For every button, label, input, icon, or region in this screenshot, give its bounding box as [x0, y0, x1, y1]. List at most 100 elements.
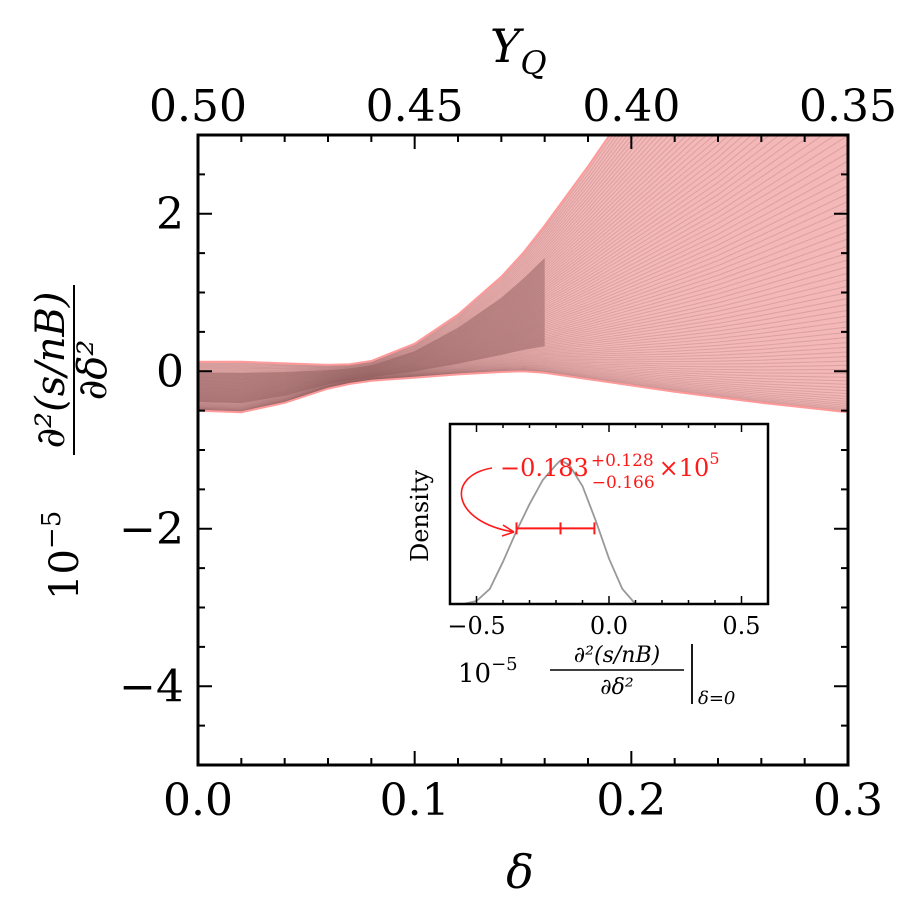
band-fill	[198, 135, 848, 413]
band-curve	[198, 365, 848, 411]
y-axis-numerator: ∂²(s/nB)	[28, 291, 74, 448]
band-curve	[198, 135, 625, 368]
inset-x-prefix: 10−5	[458, 654, 518, 689]
band-curve	[198, 297, 848, 404]
band-curve	[198, 135, 618, 367]
band-curve	[198, 223, 848, 399]
x-axis-title: δ	[506, 845, 534, 899]
band-curve	[198, 135, 745, 384]
inset-x-axis-title: 10−5 ∂²(s/nB) ∂δ² δ=0	[458, 643, 735, 709]
y-axis-prefix: 10−5	[37, 511, 88, 600]
y-axis-title: 10−5 ∂²(s/nB) ∂δ²	[28, 285, 116, 600]
top-axis-title: YQ	[490, 19, 547, 82]
annotation-arrowhead	[501, 524, 515, 537]
band-curve	[198, 143, 848, 392]
inset-x-denominator: ∂δ²	[600, 675, 633, 700]
band-curve	[198, 135, 665, 375]
band-curve	[198, 177, 848, 395]
band-curve	[198, 135, 762, 386]
top-tick-label: 0.45	[366, 81, 464, 132]
band-curve	[198, 216, 848, 398]
band-curve	[198, 135, 730, 383]
inset-annotation: −0.183 +0.128 −0.166×105	[500, 449, 720, 493]
band-curve	[198, 363, 848, 410]
inset-x-tick-label: 0.0	[590, 612, 628, 640]
band-curve	[198, 135, 676, 376]
band-curve	[198, 135, 737, 384]
top-tick-label: 0.35	[799, 81, 897, 132]
band-curve	[198, 321, 848, 406]
band-curve	[198, 135, 791, 388]
y-tick-label: −4	[119, 661, 184, 712]
band-curve	[198, 135, 682, 377]
top-tick-label: 0.50	[149, 81, 247, 132]
band-curve	[198, 336, 848, 407]
band-curve	[198, 259, 848, 401]
band-curve	[198, 360, 848, 409]
inset-axis-ticks	[449, 424, 769, 604]
x-tick-label: 0.2	[596, 775, 666, 826]
band-curve	[198, 193, 848, 396]
x-tick-label: 0.1	[380, 775, 450, 826]
band-curve	[198, 135, 637, 370]
band-curve	[198, 361, 848, 410]
band-curve	[198, 351, 848, 409]
band-curve	[198, 135, 645, 371]
main-axis-ticks	[197, 134, 849, 766]
band-curve	[198, 266, 848, 402]
band-curve	[198, 208, 848, 397]
band-curve	[198, 135, 753, 385]
band-curve	[198, 245, 848, 400]
band-curve	[198, 160, 848, 394]
band-curve	[198, 341, 848, 408]
band-curve	[198, 135, 781, 387]
inset-x-numerator: ∂²(s/nB)	[574, 643, 660, 668]
inset-x-tick-label: −0.5	[447, 612, 505, 640]
y-axis-denominator: ∂δ²	[70, 340, 116, 401]
band-curve	[198, 364, 848, 411]
band-curve	[198, 315, 848, 406]
band-curve	[198, 135, 688, 378]
histogram-curve	[463, 459, 637, 605]
band-curve	[198, 285, 848, 403]
y-tick-label: 0	[156, 346, 184, 397]
band-curve	[198, 135, 837, 391]
y-tick-label: 2	[156, 189, 184, 240]
band-curve	[198, 135, 633, 369]
band-curve	[198, 272, 848, 402]
band-core	[198, 258, 545, 404]
band-curve	[198, 135, 701, 380]
band-curve	[198, 135, 641, 370]
band-curve	[198, 346, 848, 408]
main-axis-tick-labels: 0.0 0.1 0.2 0.3 0.50 0.45 0.40 0.35 2 0 −2 −4	[119, 81, 897, 826]
band-curve	[198, 135, 723, 382]
band-curve	[198, 135, 650, 372]
band-curve	[198, 135, 708, 381]
band-curve	[198, 135, 670, 376]
band-curve	[198, 135, 621, 367]
band-curve	[198, 185, 848, 396]
inset-x-tick-label: 0.5	[722, 612, 760, 640]
band-lower-edge	[198, 370, 848, 414]
band-curve	[198, 291, 848, 404]
x-tick-label: 0.3	[813, 775, 883, 826]
band-curve	[198, 238, 848, 400]
y-tick-label: −2	[119, 504, 184, 555]
band-curve	[198, 200, 848, 397]
annotation-arrow	[460, 467, 515, 533]
inset-y-axis-title: Density	[406, 470, 434, 563]
inset-histogram	[463, 459, 637, 605]
band-upper-edge	[198, 135, 611, 366]
band-curve	[198, 152, 848, 393]
band-curve	[198, 326, 848, 407]
band-curve	[198, 303, 848, 405]
band-curve	[198, 135, 715, 381]
band-curve	[198, 135, 694, 379]
band-curve	[198, 252, 848, 401]
band-curve	[198, 135, 812, 390]
posterior-band	[198, 135, 848, 414]
band-curve	[198, 364, 848, 411]
band-curve	[198, 135, 629, 368]
band-curve	[198, 331, 848, 407]
